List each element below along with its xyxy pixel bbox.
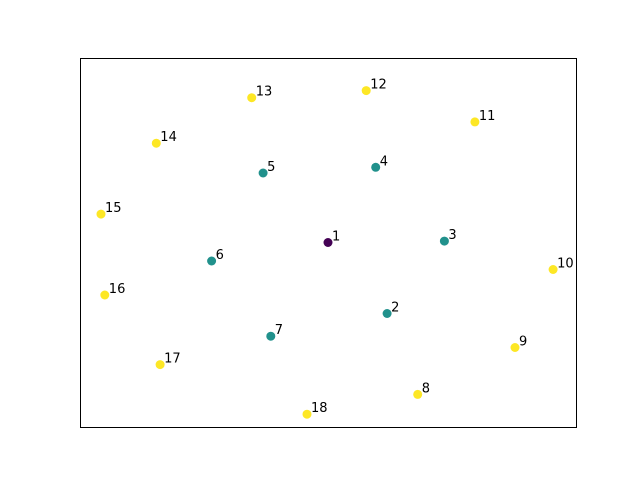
scatter-point-6: [207, 256, 217, 266]
point-label-2: 2: [391, 301, 399, 316]
scatter-point-3: [439, 236, 449, 246]
point-label-12: 12: [370, 78, 387, 93]
scatter-point-2: [382, 309, 392, 318]
scatter-point-4: [371, 162, 381, 172]
scatter-point-7: [266, 331, 276, 341]
scatter-point-17: [155, 360, 165, 370]
point-label-8: 8: [422, 381, 430, 396]
scatter-point-5: [258, 168, 268, 178]
point-label-3: 3: [448, 228, 456, 243]
point-label-4: 4: [380, 154, 388, 169]
point-label-14: 14: [160, 130, 177, 145]
scatter-point-11: [470, 117, 480, 127]
point-label-1: 1: [332, 230, 340, 245]
scatter-point-9: [510, 343, 520, 352]
point-label-16: 16: [109, 282, 126, 297]
point-label-11: 11: [479, 109, 496, 124]
scatter-point-15: [96, 209, 106, 219]
scatter-point-18: [302, 409, 312, 419]
scatter-point-14: [151, 138, 161, 148]
point-label-13: 13: [256, 85, 273, 100]
scatter-point-10: [548, 265, 558, 274]
point-label-17: 17: [164, 352, 181, 367]
plot-frame: [80, 58, 577, 428]
point-label-6: 6: [216, 248, 224, 263]
point-label-5: 5: [267, 160, 275, 175]
point-label-18: 18: [311, 401, 328, 416]
point-label-15: 15: [105, 201, 122, 216]
scatter-point-8: [413, 389, 423, 399]
point-label-7: 7: [275, 323, 283, 338]
scatter-point-12: [361, 86, 371, 96]
scatter-point-16: [100, 290, 110, 300]
point-label-9: 9: [519, 335, 527, 350]
scatter-point-13: [247, 93, 257, 103]
scatter-point-1: [323, 238, 333, 247]
point-label-10: 10: [557, 257, 574, 272]
